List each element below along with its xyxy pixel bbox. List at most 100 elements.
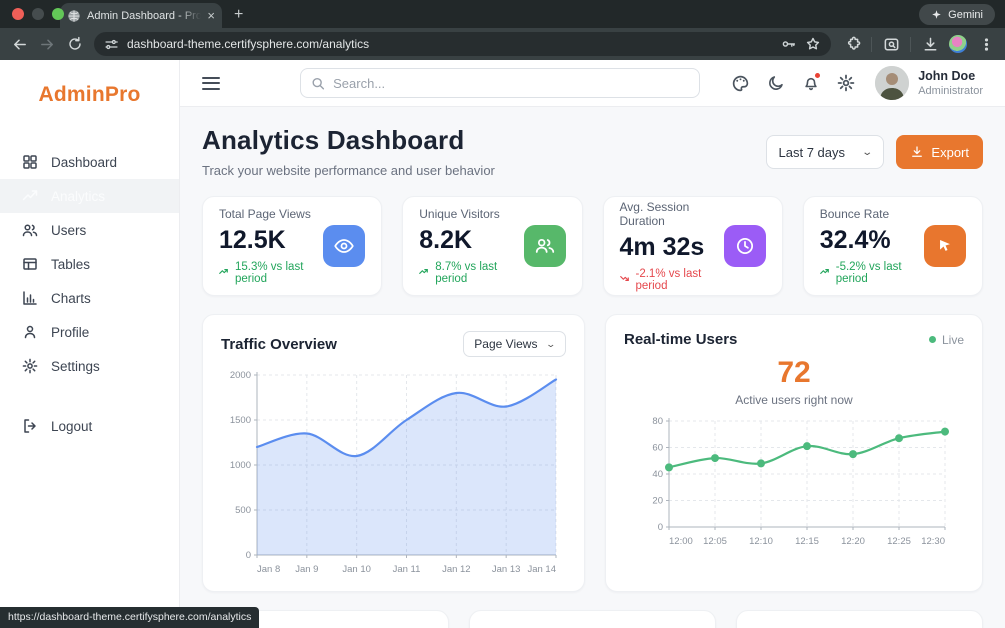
new-tab-button[interactable]: + xyxy=(234,6,244,23)
zoom-window-button[interactable] xyxy=(52,8,64,20)
address-bar[interactable]: dashboard-theme.certifysphere.com/analyt… xyxy=(94,32,831,56)
cursor-icon xyxy=(924,225,966,267)
svg-text:Jan 9: Jan 9 xyxy=(295,564,318,575)
moon-icon xyxy=(769,76,784,90)
minimize-window-button[interactable] xyxy=(32,8,44,20)
svg-text:Jan 14: Jan 14 xyxy=(527,564,556,575)
svg-text:500: 500 xyxy=(235,505,251,516)
close-window-button[interactable] xyxy=(12,8,24,20)
notifications-button[interactable] xyxy=(802,72,822,92)
toolbar-divider xyxy=(910,36,911,52)
active-users-caption: Active users right now xyxy=(735,393,853,407)
users2-icon xyxy=(523,225,566,267)
puzzle-icon xyxy=(847,36,860,50)
traffic-overview-card: Traffic Overview Page Views ⌄ 0 500 1000 15… xyxy=(202,314,585,592)
date-range-value: Last 7 days xyxy=(778,144,846,160)
sparkle-icon xyxy=(932,10,941,19)
sidebar-item-settings[interactable]: Settings xyxy=(0,349,179,383)
svg-text:Jan 10: Jan 10 xyxy=(342,564,371,575)
settings-button[interactable] xyxy=(837,74,855,92)
sidebar-item-label: Charts xyxy=(51,290,91,306)
svg-text:Jan 12: Jan 12 xyxy=(442,564,471,575)
browser-profile-avatar[interactable] xyxy=(949,35,967,53)
bell-icon xyxy=(805,77,817,91)
live-label: Live xyxy=(941,332,964,347)
downloads-button[interactable] xyxy=(917,31,943,57)
bottom-cards-row xyxy=(202,610,983,628)
stat-cards: Total Page Views 12.5K 15.3% vs last per… xyxy=(202,196,983,296)
sidebar-item-label: Logout xyxy=(51,418,93,434)
svg-text:12:00: 12:00 xyxy=(669,536,693,547)
download-icon xyxy=(924,37,936,50)
tab-close-icon[interactable]: × xyxy=(207,8,215,23)
gemini-button[interactable]: Gemini xyxy=(919,4,995,25)
svg-text:0: 0 xyxy=(246,550,251,561)
export-button[interactable]: Export xyxy=(896,135,983,169)
forward-icon xyxy=(40,38,53,50)
passwords-key-icon[interactable] xyxy=(781,36,797,52)
svg-text:0: 0 xyxy=(658,522,663,533)
stat-value: 8.2K xyxy=(419,226,473,254)
export-label: Export xyxy=(931,144,969,160)
stat-card-avg-session-duration: Avg. Session Duration 4m 32s -2.1% vs la… xyxy=(602,196,783,296)
stat-card-total-page-views: Total Page Views 12.5K 15.3% vs last per… xyxy=(202,196,383,296)
user-role: Administrator xyxy=(918,84,983,97)
realtime-users-chart[interactable]: 0 20 40 60 80 12:00 12:05 12:10 12:15 12:20 12:25 1… xyxy=(633,413,955,551)
sidebar-item-logout[interactable]: Logout xyxy=(0,409,179,443)
svg-text:2000: 2000 xyxy=(230,370,251,381)
active-users-count: 72 xyxy=(777,356,811,389)
charts-icon xyxy=(22,290,38,306)
trend-down-icon xyxy=(619,274,632,286)
sidebar-item-users[interactable]: Users xyxy=(0,213,179,247)
back-button[interactable] xyxy=(6,31,32,57)
main-area: John Doe Administrator Analytics Dashboa… xyxy=(180,60,1005,628)
browser-tabstrip: Admin Dashboard - Professio × + Gemini xyxy=(0,0,1005,28)
user-menu[interactable]: John Doe Administrator xyxy=(875,66,983,100)
toolbar-divider xyxy=(871,36,872,52)
site-info-icon[interactable] xyxy=(104,37,119,52)
stat-label: Total Page Views xyxy=(219,207,311,221)
refresh-button[interactable] xyxy=(62,31,88,57)
url-text[interactable]: dashboard-theme.certifysphere.com/analyt… xyxy=(127,37,370,51)
analytics-icon xyxy=(22,188,38,204)
sidebar-item-tables[interactable]: Tables xyxy=(0,247,179,281)
sidebar-item-dashboard[interactable]: Dashboard xyxy=(0,145,179,179)
svg-text:12:25: 12:25 xyxy=(887,536,911,547)
traffic-overview-chart[interactable]: 0 500 1000 1500 2000 Jan 8 Jan 9 Jan 10 Jan 11 Ja… xyxy=(221,367,566,579)
extensions-button[interactable] xyxy=(839,31,865,57)
bookmark-star-icon[interactable] xyxy=(805,36,821,52)
stat-trend: -5.2% vs last period xyxy=(819,261,924,285)
search-input[interactable] xyxy=(333,75,689,91)
svg-text:Jan 13: Jan 13 xyxy=(492,564,521,575)
sidebar-item-label: Dashboard xyxy=(51,154,118,170)
sidebar-item-analytics[interactable]: Analytics xyxy=(0,179,179,213)
realtime-users-title: Real-time Users xyxy=(624,331,738,348)
search-box[interactable] xyxy=(300,68,700,98)
window-controls[interactable] xyxy=(12,8,64,20)
svg-text:1000: 1000 xyxy=(230,460,251,471)
stat-value: 32.4% xyxy=(819,226,891,254)
browser-tab[interactable]: Admin Dashboard - Professio × xyxy=(60,3,222,28)
sidebar-item-profile[interactable]: Profile xyxy=(0,315,179,349)
svg-text:80: 80 xyxy=(652,416,663,427)
theme-palette-button[interactable] xyxy=(731,74,750,93)
app-header: John Doe Administrator xyxy=(180,60,1005,107)
live-badge: Live xyxy=(928,332,964,347)
hamburger-menu-button[interactable] xyxy=(202,76,220,90)
svg-text:12:30: 12:30 xyxy=(921,536,945,547)
svg-text:1500: 1500 xyxy=(230,415,251,426)
date-range-select[interactable]: Last 7 days ⌄ xyxy=(765,135,885,169)
profile-icon xyxy=(22,324,38,340)
notification-badge xyxy=(814,72,822,79)
stat-card-unique-visitors: Unique Visitors 8.2K 8.7% vs last period xyxy=(402,196,583,296)
back-icon xyxy=(13,38,26,50)
tab-search-icon xyxy=(884,38,898,50)
forward-button[interactable] xyxy=(34,31,60,57)
browser-menu-button[interactable] xyxy=(973,31,999,57)
sidebar-item-charts[interactable]: Charts xyxy=(0,281,179,315)
user-name: John Doe xyxy=(918,69,976,84)
metric-select[interactable]: Page Views ⌄ xyxy=(463,331,566,357)
dark-mode-button[interactable] xyxy=(767,74,785,92)
tab-search-button[interactable] xyxy=(878,31,904,57)
gear-icon xyxy=(837,74,855,92)
